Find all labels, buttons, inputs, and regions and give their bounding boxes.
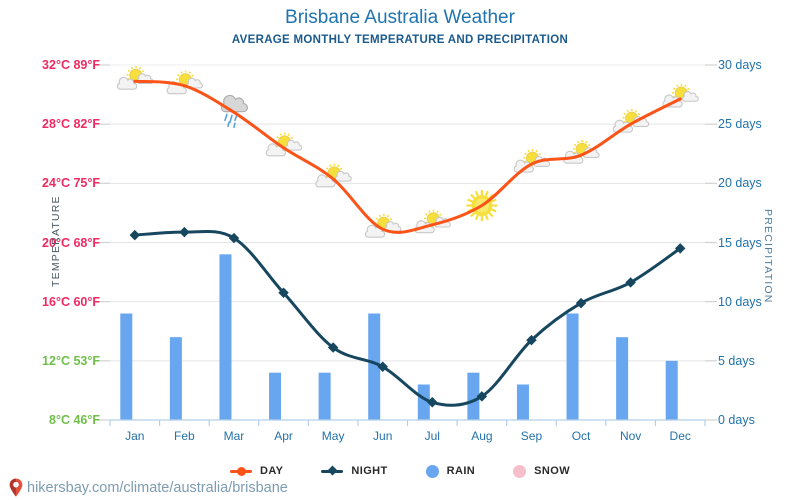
temp-tick-label: 16°C 60°F (42, 294, 100, 309)
precip-bar (169, 337, 182, 420)
temp-tick-label: 12°C 53°F (42, 353, 100, 368)
weather-icon-partly-cloudy (612, 108, 650, 133)
location-pin-icon (9, 478, 23, 497)
weather-icon-partly-cloudy (116, 66, 154, 90)
month-label: Jul (424, 429, 440, 443)
precip-bar (516, 384, 529, 420)
day-line-swatch (230, 466, 252, 476)
month-label: Sep (520, 429, 543, 443)
precip-bar (120, 313, 133, 420)
month-label: Aug (471, 429, 493, 443)
precip-bar (219, 254, 232, 420)
precip-bar (467, 372, 480, 420)
precip-bar (368, 313, 381, 420)
chart-plot-area (98, 64, 717, 426)
temp-tick-label: 8°C 46°F (49, 413, 100, 427)
footer-url[interactable]: hikersbay.com/climate/australia/brisbane (27, 480, 288, 496)
night-marker (575, 297, 587, 309)
days-tick-label: 0 days (718, 413, 755, 427)
month-label: Mar (223, 429, 245, 443)
month-label: Jan (125, 429, 145, 443)
chart-subtitle: AVERAGE MONTHLY TEMPERATURE AND PRECIPIT… (231, 34, 569, 46)
legend-night-label: NIGHT (351, 465, 388, 477)
night-marker (674, 243, 686, 254)
days-tick-label: 25 days (718, 117, 762, 132)
month-label: Apr (274, 429, 293, 443)
legend-item-day[interactable]: DAY (230, 465, 283, 477)
legend-day-label: DAY (260, 465, 284, 477)
temp-tick-label: 20°C 68°F (42, 235, 100, 250)
days-tick-label: 15 days (718, 235, 762, 250)
night-line-swatch (321, 465, 344, 476)
precip-bar (616, 337, 629, 420)
night-marker (625, 277, 636, 288)
temperature-axis-title: TEMPERATURE (50, 195, 62, 287)
month-label: Dec (669, 429, 691, 443)
precip-bar (566, 313, 579, 420)
legend: DAY NIGHT RAIN SNOW (0, 462, 800, 480)
night-line (134, 230, 682, 407)
legend-rain-label: RAIN (446, 465, 476, 477)
precip-bar (665, 360, 678, 420)
legend-item-rain[interactable]: RAIN (425, 464, 476, 478)
precipitation-axis-title: PRECIPITATION (762, 208, 774, 304)
weather-icon-partly-cloudy (364, 213, 402, 238)
days-tick-label: 30 days (718, 58, 762, 72)
night-marker (526, 334, 537, 346)
page-title: Brisbane Australia Weather (285, 7, 515, 28)
month-label: Jun (373, 429, 393, 443)
day-line (133, 79, 682, 234)
weather-icon-partly-cloudy (563, 140, 600, 164)
footer: hikersbay.com/climate/australia/brisbane (8, 478, 288, 498)
night-marker (129, 229, 141, 241)
precip-bar (318, 372, 331, 420)
temp-tick-label: 32°C 89°F (42, 58, 100, 72)
snow-swatch-icon (513, 464, 527, 478)
month-label: Feb (174, 429, 195, 443)
days-tick-label: 20 days (718, 176, 762, 191)
weather-icon-partly-cloudy (265, 132, 303, 157)
days-tick-label: 10 days (718, 294, 762, 309)
month-label: Nov (619, 429, 642, 443)
temp-tick-label: 28°C 82°F (42, 117, 100, 132)
temp-tick-label: 24°C 75°F (42, 176, 100, 191)
legend-snow-label: SNOW (534, 465, 570, 477)
precip-bar (269, 372, 282, 420)
month-label: May (321, 429, 345, 443)
rain-swatch-icon (425, 464, 439, 478)
legend-item-night[interactable]: NIGHT (321, 465, 387, 477)
precip-bar (417, 384, 430, 420)
night-diamond-icon (327, 465, 338, 476)
day-dot-icon (237, 466, 246, 476)
night-marker (179, 226, 190, 238)
legend-item-snow[interactable]: SNOW (513, 464, 570, 478)
month-label: Oct (571, 429, 591, 443)
days-tick-label: 5 days (718, 353, 755, 368)
